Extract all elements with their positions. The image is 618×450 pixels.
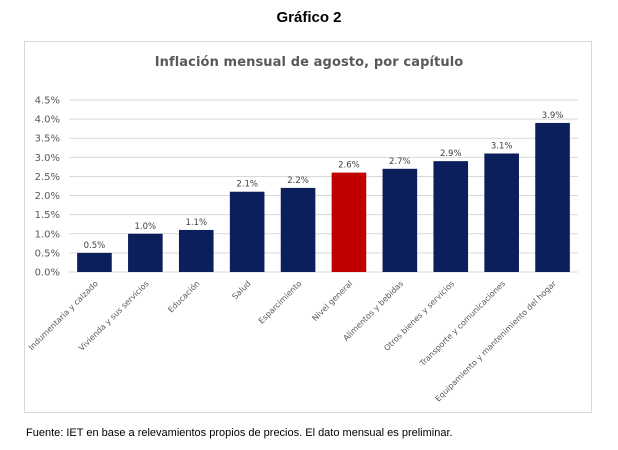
bar [382,168,418,272]
y-tick-label: 2.0% [35,191,60,202]
chart-area: Inflación mensual de agosto, por capítul… [24,41,592,413]
data-label: 2.7% [389,157,411,167]
data-label: 1.0% [135,222,157,232]
figure-title: Gráfico 2 [276,9,342,26]
x-tick-label: Equipamiento y mantenimiento del hogar [434,279,559,404]
y-tick-label: 2.5% [35,172,60,183]
data-label: 2.1% [236,180,258,190]
y-tick-label: 1.5% [35,210,60,221]
bar [484,153,519,272]
bar [178,229,214,272]
data-label: 1.1% [185,218,207,228]
bar [535,122,570,272]
chart-title: Inflación mensual de agosto, por capítul… [154,55,464,70]
x-tick-label: Transporte y comunicaciones [417,279,507,369]
x-tick-label: Esparcimiento [257,279,304,326]
x-tick-label: Educación [166,278,202,314]
y-tick-label: 4.5% [35,96,60,107]
bar-chart: 0.0% 0.5% 1.0% 1.5% 2.0% 2.5% 3.0% 3.5% 4.0% 4.5%… [27,96,578,404]
bar [229,191,265,272]
data-label: 3.1% [491,142,513,152]
data-label: 0.5% [84,241,106,251]
bar [128,233,163,272]
bar [77,252,112,272]
bar [433,161,469,272]
y-tick-label: 4.0% [35,115,60,126]
data-label: 3.9% [542,111,564,121]
bar [280,187,316,272]
x-tick-label: Salud [230,279,252,301]
y-tick-label: 3.5% [35,134,60,145]
y-tick-label: 3.0% [35,153,60,164]
data-label: 2.9% [440,149,462,159]
data-label: 2.6% [338,161,360,171]
x-tick-label: Nivel general [310,279,354,323]
y-tick-label: 0.5% [35,248,60,259]
y-tick-label: 1.0% [35,229,60,240]
bar [331,172,367,272]
source-note: Fuente: IET en base a relevamientos prop… [26,427,453,439]
data-label: 2.2% [287,176,309,186]
y-tick-label: 0.0% [35,268,60,279]
